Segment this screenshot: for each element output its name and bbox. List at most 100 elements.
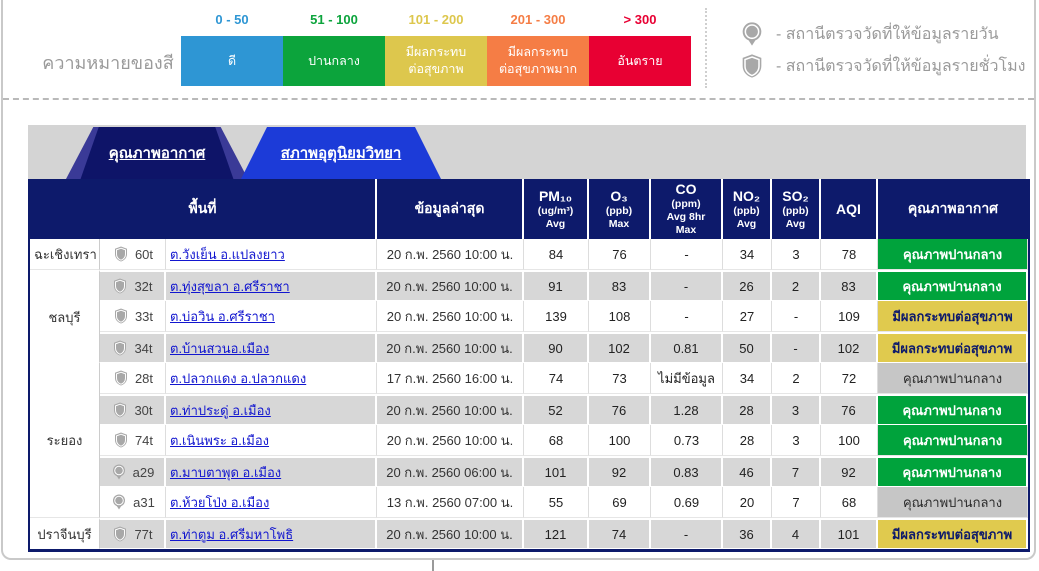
no2-value-cell: 50	[723, 332, 772, 364]
station-link[interactable]: ต.บ้านสวนอ.เมือง	[170, 340, 270, 356]
pm10-value-cell: 139	[524, 301, 589, 333]
latest-data-cell: 13 ก.พ. 2560 07:00 น.	[377, 487, 524, 519]
legend-divider	[705, 8, 707, 88]
aqi-value-cell: 100	[821, 425, 878, 457]
o3-value-cell: 73	[589, 363, 651, 395]
station-name-cell: ต.ปลวกแดง อ.ปลวกแดง	[166, 363, 377, 395]
tab-meteorology[interactable]: สภาพอุตุนิยมวิทยา	[241, 127, 441, 179]
pin-icon	[110, 493, 128, 511]
air-quality-table-body: ฉะเชิงเทรา 60t ต.วังเย็น อ.แปลงยาว 20 ก.พ. …	[30, 239, 1028, 550]
shield-icon	[738, 52, 768, 80]
tab-air-quality-label: คุณภาพอากาศ	[108, 145, 206, 162]
pm10-value-cell: 84	[524, 239, 589, 271]
aqi-value-cell: 92	[821, 456, 878, 488]
station-code: 77t	[134, 526, 153, 542]
table-row: ระยอง 28t ต.ปลวกแดง อ.ปลวกแดง 17 ก.พ. 2560 …	[30, 363, 1028, 519]
station-link[interactable]: ต.ท่าตูม อ.ศรีมหาโพธิ	[170, 526, 294, 542]
aqi-value-cell: 68	[821, 487, 878, 519]
aqi-value-cell: 78	[821, 239, 878, 271]
o3-value-cell: 76	[589, 239, 651, 271]
latest-data-cell: 20 ก.พ. 2560 10:00 น.	[377, 301, 524, 333]
pm10-value-cell: 101	[524, 456, 589, 488]
header-co: CO (ppm) Avg 8hr Max	[651, 179, 723, 240]
co-value-cell: 0.73	[651, 425, 723, 457]
station-code-cell: 77t	[100, 518, 166, 550]
o3-value-cell: 92	[589, 456, 651, 488]
so2-value-cell: 3	[772, 239, 821, 271]
air-quality-table-wrap: พื้นที่ ข้อมูลล่าสุด PM₁₀ (ug/m³) Avg O₃(…	[28, 179, 1030, 553]
station-link[interactable]: ต.วังเย็น อ.แปลงยาว	[170, 246, 285, 262]
station-code: 34t	[134, 340, 153, 356]
station-name-cell: ต.เนินพระ อ.เมือง	[166, 425, 377, 457]
aqi-range-label: 101 - 200	[408, 12, 464, 27]
station-name-cell: ต.บ้านสวนอ.เมือง	[166, 332, 377, 364]
pm10-value-cell: 55	[524, 487, 589, 519]
header-so2: SO₂ (ppb) Avg	[772, 179, 821, 240]
station-code-cell: 34t	[100, 332, 166, 364]
shield-icon	[112, 245, 130, 263]
no2-value-cell: 36	[723, 518, 772, 550]
station-link[interactable]: ต.ท่าประดู่ อ.เมือง	[170, 402, 271, 418]
quality-badge-cell: คุณภาพปานกลาง	[878, 425, 1028, 457]
aqi-color-blocks: ดี ปานกลาง มีผลกระทบ ต่อสุขภาพ มีผลกระทบ ต่…	[181, 36, 691, 86]
so2-value-cell: 7	[772, 487, 821, 519]
quality-badge-cell: คุณภาพปานกลาง	[878, 363, 1028, 395]
air-quality-table: พื้นที่ ข้อมูลล่าสุด PM₁₀ (ug/m³) Avg O₃(…	[28, 179, 1030, 553]
station-type-legend: - สถานีตรวจวัดที่ให้ข้อมูลรายวัน - สถานีต…	[738, 18, 1025, 82]
latest-data-cell: 20 ก.พ. 2560 10:00 น.	[377, 518, 524, 550]
station-code: 60t	[134, 246, 154, 262]
station-name-cell: ต.ท่าประดู่ อ.เมือง	[166, 394, 377, 426]
o3-value-cell: 108	[589, 301, 651, 333]
station-link[interactable]: ต.เนินพระ อ.เมือง	[170, 432, 270, 448]
co-value-cell: -	[651, 239, 723, 271]
so2-value-cell: 4	[772, 518, 821, 550]
co-value-cell: -	[651, 301, 723, 333]
quality-badge-cell: มีผลกระทบต่อสุขภาพ	[878, 518, 1028, 550]
quality-badge-cell: คุณภาพปานกลาง	[878, 456, 1028, 488]
station-name-cell: ต.วังเย็น อ.แปลงยาว	[166, 239, 377, 271]
station-code-cell: a31	[100, 487, 166, 519]
province-cell: ระยอง	[30, 363, 100, 519]
latest-data-cell: 17 ก.พ. 2560 16:00 น.	[377, 363, 524, 395]
station-link[interactable]: ต.ปลวกแดง อ.ปลวกแดง	[170, 370, 307, 386]
header-area: พื้นที่	[30, 179, 377, 240]
o3-value-cell: 102	[589, 332, 651, 364]
aqi-range-label: 201 - 300	[510, 12, 566, 27]
tab-air-quality[interactable]: คุณภาพอากาศ	[66, 127, 248, 179]
aqi-range-labels: 0 - 50 51 - 100 101 - 200 201 - 300 > 300	[181, 12, 691, 36]
station-name-cell: ต.ทุ่งสุขลา อ.ศรีราชา	[166, 270, 377, 302]
station-link[interactable]: ต.ห้วยโป่ง อ.เมือง	[170, 494, 270, 510]
province-cell: ชลบุรี	[30, 270, 100, 364]
latest-data-cell: 20 ก.พ. 2560 10:00 น.	[377, 332, 524, 364]
pm10-value-cell: 91	[524, 270, 589, 302]
header-latest: ข้อมูลล่าสุด	[377, 179, 524, 240]
aqi-color-block: มีผลกระทบ ต่อสุขภาพมาก	[487, 36, 589, 86]
station-code: a29	[132, 464, 155, 480]
no2-value-cell: 28	[723, 425, 772, 457]
aqi-value-cell: 72	[821, 363, 878, 395]
province-cell: ฉะเชิงเทรา	[30, 239, 100, 271]
shield-icon	[112, 307, 130, 325]
station-code-cell: 32t	[100, 270, 166, 302]
station-code-cell: 33t	[100, 301, 166, 333]
station-code: 33t	[134, 308, 154, 324]
station-type-item: - สถานีตรวจวัดที่ให้ข้อมูลรายวัน	[738, 18, 1025, 50]
station-link[interactable]: ต.บ่อวิน อ.ศรีราชา	[170, 308, 275, 324]
so2-value-cell: -	[772, 301, 821, 333]
so2-value-cell: 2	[772, 270, 821, 302]
station-code: 28t	[134, 370, 154, 386]
station-code: 30t	[134, 402, 153, 418]
shield-icon	[111, 277, 129, 295]
co-value-cell: 0.83	[651, 456, 723, 488]
table-row: 33t ต.บ่อวิน อ.ศรีราชา 20 ก.พ. 2560 10:00 …	[30, 301, 1028, 333]
station-link[interactable]: ต.มาบตาพุด อ.เมือง	[170, 464, 282, 480]
header-pm10: PM₁₀ (ug/m³) Avg	[524, 179, 589, 240]
shield-icon	[112, 369, 130, 387]
station-link[interactable]: ต.ทุ่งสุขลา อ.ศรีราชา	[170, 278, 290, 294]
station-name-cell: ต.มาบตาพุด อ.เมือง	[166, 456, 377, 488]
station-code-cell: 30t	[100, 394, 166, 426]
co-value-cell: 1.28	[651, 394, 723, 426]
no2-value-cell: 34	[723, 239, 772, 271]
header-row: พื้นที่ ข้อมูลล่าสุด PM₁₀ (ug/m³) Avg O₃(…	[30, 179, 1028, 240]
